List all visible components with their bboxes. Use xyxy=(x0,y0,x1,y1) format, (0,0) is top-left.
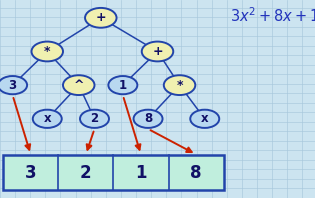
Circle shape xyxy=(63,75,94,95)
Text: x: x xyxy=(43,112,51,125)
Circle shape xyxy=(32,42,63,61)
Text: x: x xyxy=(201,112,209,125)
Text: *: * xyxy=(44,45,50,58)
Text: 8: 8 xyxy=(190,164,202,182)
Text: 8: 8 xyxy=(144,112,152,125)
Text: *: * xyxy=(176,79,183,92)
Circle shape xyxy=(164,75,195,95)
Circle shape xyxy=(108,76,137,94)
Text: +: + xyxy=(152,45,163,58)
Circle shape xyxy=(0,76,27,94)
Text: 1: 1 xyxy=(135,164,147,182)
Text: 1: 1 xyxy=(119,79,127,92)
Circle shape xyxy=(190,110,219,128)
Circle shape xyxy=(134,110,163,128)
FancyBboxPatch shape xyxy=(3,155,224,190)
Text: 2: 2 xyxy=(90,112,99,125)
Circle shape xyxy=(80,110,109,128)
Circle shape xyxy=(33,110,62,128)
Text: 3: 3 xyxy=(25,164,37,182)
Text: 3: 3 xyxy=(9,79,17,92)
Circle shape xyxy=(85,8,117,28)
Text: 2: 2 xyxy=(80,164,92,182)
Text: +: + xyxy=(95,11,106,24)
Text: $3x^2 + 8x + 1$: $3x^2 + 8x + 1$ xyxy=(230,6,315,25)
Circle shape xyxy=(142,42,173,61)
Text: ^: ^ xyxy=(73,79,84,92)
